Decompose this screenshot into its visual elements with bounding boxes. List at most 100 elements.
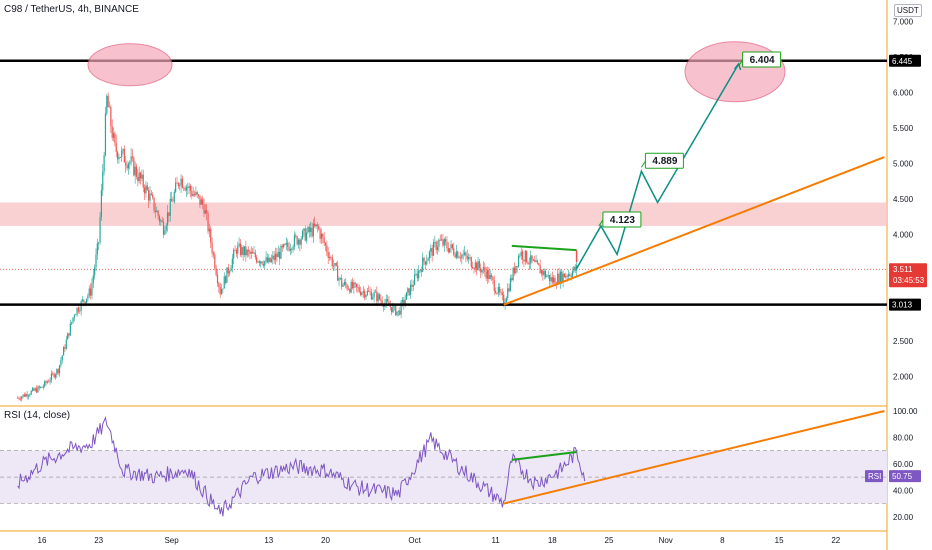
candle-body (338, 278, 340, 281)
candle-body (117, 151, 119, 160)
candle-body (154, 210, 156, 212)
candle-body (495, 291, 497, 294)
candle-body (292, 246, 294, 250)
candle-body (183, 187, 185, 189)
candle-body (522, 251, 524, 260)
candle-body (442, 239, 444, 246)
candle-body (370, 292, 372, 300)
candle-body (378, 294, 381, 300)
time-axis-label: 25 (605, 536, 614, 545)
rsi-name-badge (865, 470, 883, 483)
highlight-ellipse-peak (87, 43, 173, 87)
candle-body (296, 236, 298, 245)
candle-body (54, 374, 57, 378)
candle-body (99, 217, 101, 243)
candle-body (165, 225, 167, 231)
candle-body (273, 255, 275, 261)
candle-body (115, 143, 117, 152)
candle-body (141, 174, 143, 179)
resistance-zone (0, 202, 887, 226)
candle-body (212, 253, 215, 255)
candle-body (477, 261, 479, 271)
candle-body (200, 199, 202, 205)
candle-body (171, 198, 173, 202)
price-tick-label: 4.000 (893, 230, 914, 239)
rsi-tick-label: 20.00 (893, 513, 914, 522)
candle-body (376, 291, 378, 302)
candle-body (60, 360, 62, 366)
candle-body (176, 182, 178, 184)
candle-body (229, 271, 231, 274)
candle-body (315, 224, 317, 227)
candle-body (326, 245, 328, 253)
candle-body (503, 294, 505, 306)
candle-body (401, 299, 404, 303)
candle-body (449, 248, 451, 253)
price-tick-label: 2.000 (893, 373, 914, 382)
candle-body (207, 213, 209, 232)
candle-body (285, 242, 287, 245)
candle-body (489, 274, 491, 279)
candle-body (323, 237, 325, 244)
candle-body (26, 393, 28, 397)
candle-body (372, 297, 374, 300)
candle-body (478, 261, 480, 268)
candle-body (250, 251, 252, 254)
candle-body (210, 228, 212, 243)
candle-body (485, 271, 487, 279)
current-price-countdown: 03:45:53 (893, 276, 925, 285)
candle-body (138, 172, 140, 182)
candle-body (108, 106, 111, 108)
candle-body (320, 233, 323, 239)
candle-body (569, 274, 571, 276)
candle-body (408, 288, 410, 296)
candle-body (262, 264, 264, 266)
candle-body (199, 195, 201, 205)
candle-body (111, 126, 113, 138)
candle-body (395, 304, 397, 316)
candle-body (181, 178, 183, 188)
candle-body (420, 270, 422, 272)
target-label-box (602, 211, 642, 228)
candle-body (135, 166, 138, 177)
candle-body (144, 187, 146, 194)
candle-body (150, 193, 152, 195)
time-axis-label: 20 (321, 536, 330, 545)
candle-body (198, 194, 200, 196)
target-label: 4.123 (610, 215, 635, 226)
candle-body (310, 227, 312, 232)
candle-body (306, 232, 308, 241)
candle-body (424, 261, 426, 265)
candle-body (172, 201, 174, 203)
candle-body (339, 278, 341, 279)
candle-body (129, 162, 131, 164)
candle-body (274, 253, 277, 261)
time-axis-label: Oct (408, 536, 421, 545)
currency-selector[interactable]: USDT (894, 4, 922, 17)
candle-body (539, 265, 541, 274)
candle-body (125, 162, 127, 166)
support-trendline (503, 156, 885, 306)
rsi-value-label: 50.75 (892, 472, 913, 481)
candle-body (447, 248, 449, 253)
candle-body (314, 223, 316, 227)
candle-body (436, 246, 439, 251)
candle-body (276, 253, 278, 258)
target-label-box (742, 51, 782, 68)
candle-body (152, 194, 154, 198)
candle-body (64, 347, 66, 349)
candle-body (526, 250, 528, 263)
candle-body (368, 290, 370, 292)
candle-body (538, 263, 540, 266)
candle-body (30, 390, 32, 395)
candle-body (18, 397, 20, 399)
candle-body (311, 227, 313, 237)
candle-body (220, 288, 223, 295)
candle-body (493, 280, 495, 292)
price-tick-label: 4.500 (893, 195, 914, 204)
candle-body (148, 190, 150, 201)
candle-body (347, 289, 350, 290)
candle-body (482, 267, 485, 270)
time-axis-label: 8 (720, 536, 725, 545)
candle-body (566, 275, 568, 277)
